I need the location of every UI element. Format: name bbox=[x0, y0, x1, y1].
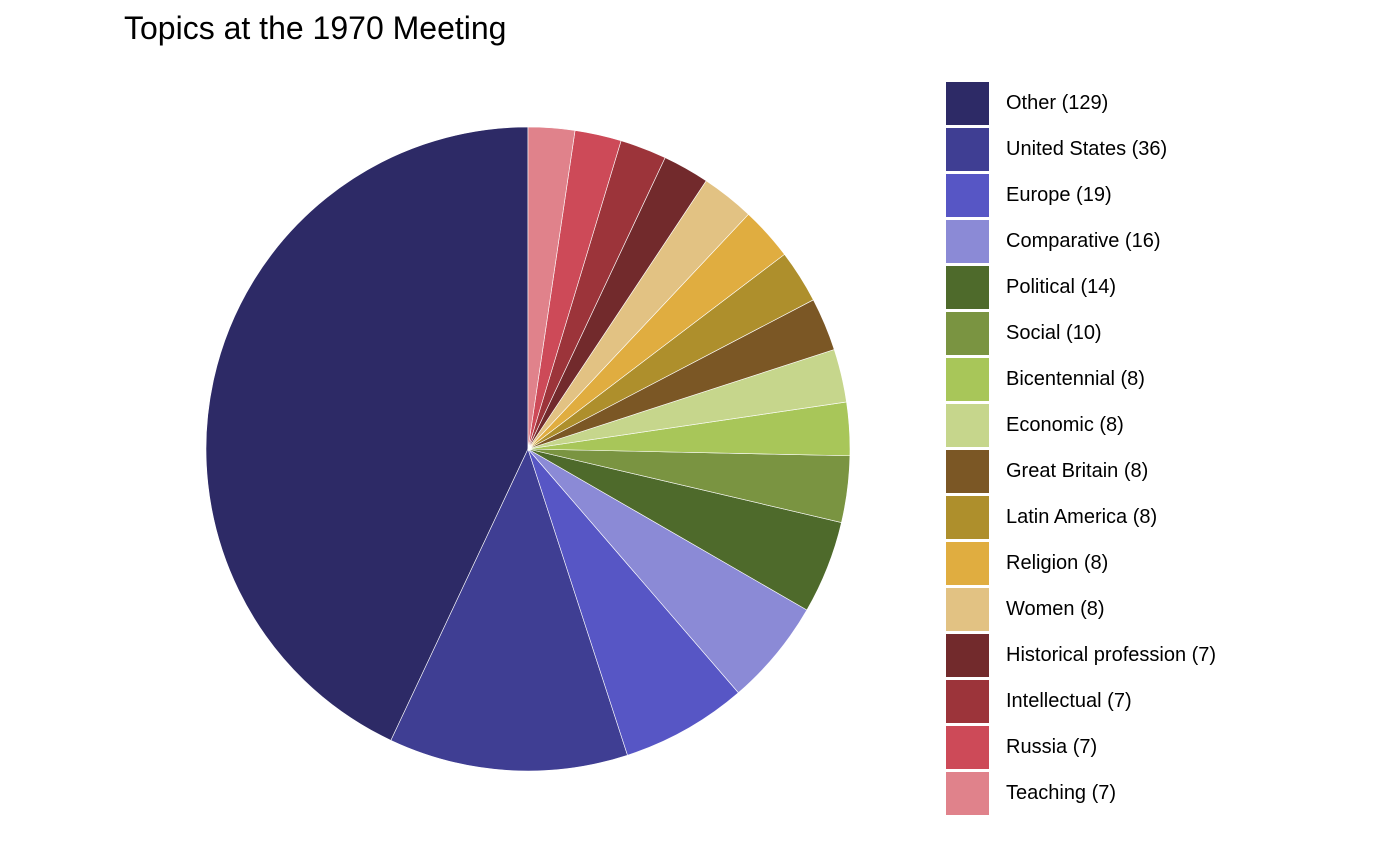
legend-swatch bbox=[946, 220, 989, 263]
pie-slice bbox=[527, 126, 576, 450]
legend-label: Teaching (7) bbox=[1006, 782, 1117, 804]
legend-item: Women (8) bbox=[946, 587, 1346, 633]
legend-swatch bbox=[946, 358, 989, 401]
legend-swatch bbox=[946, 726, 989, 769]
legend-swatch bbox=[946, 680, 989, 723]
legend-item: Religion (8) bbox=[946, 541, 1346, 587]
legend-item: Bicentennial (8) bbox=[946, 357, 1346, 403]
legend-swatch bbox=[946, 588, 989, 631]
legend-item: Social (10) bbox=[946, 311, 1346, 357]
pie-slice bbox=[527, 448, 739, 756]
legend-label: Political (14) bbox=[1006, 276, 1117, 298]
pie-slice bbox=[390, 448, 628, 772]
legend-item: Great Britain (8) bbox=[946, 449, 1346, 495]
legend-label: Bicentennial (8) bbox=[1006, 368, 1145, 390]
legend: Other (129) United States (36) Europe (19)… bbox=[946, 81, 1346, 817]
legend-swatch bbox=[946, 312, 989, 355]
legend-label: Great Britain (8) bbox=[1006, 460, 1149, 482]
legend-item: United States (36) bbox=[946, 127, 1346, 173]
legend-label: Economic (8) bbox=[1006, 414, 1124, 436]
legend-label: United States (36) bbox=[1006, 138, 1168, 160]
legend-item: Latin America (8) bbox=[946, 495, 1346, 541]
legend-label: Historical profession (7) bbox=[1006, 644, 1217, 666]
legend-label: Social (10) bbox=[1006, 322, 1102, 344]
legend-item: Economic (8) bbox=[946, 403, 1346, 449]
legend-swatch bbox=[946, 174, 989, 217]
legend-label: Other (129) bbox=[1006, 92, 1109, 114]
legend-label: Intellectual (7) bbox=[1006, 690, 1132, 712]
legend-item: Intellectual (7) bbox=[946, 679, 1346, 725]
legend-label: Latin America (8) bbox=[1006, 506, 1158, 528]
legend-swatch bbox=[946, 82, 989, 125]
legend-label: Women (8) bbox=[1006, 598, 1105, 620]
legend-item: Russia (7) bbox=[946, 725, 1346, 771]
legend-swatch bbox=[946, 634, 989, 677]
legend-item: Political (14) bbox=[946, 265, 1346, 311]
legend-swatch bbox=[946, 450, 989, 493]
legend-item: Europe (19) bbox=[946, 173, 1346, 219]
legend-swatch bbox=[946, 542, 989, 585]
legend-item: Teaching (7) bbox=[946, 771, 1346, 817]
legend-label: Comparative (16) bbox=[1006, 230, 1161, 252]
legend-label: Europe (19) bbox=[1006, 184, 1112, 206]
legend-swatch bbox=[946, 266, 989, 309]
legend-label: Russia (7) bbox=[1006, 736, 1098, 758]
pie-slice bbox=[205, 126, 529, 741]
pie-chart bbox=[205, 126, 851, 772]
legend-item: Historical profession (7) bbox=[946, 633, 1346, 679]
legend-item: Comparative (16) bbox=[946, 219, 1346, 265]
legend-swatch bbox=[946, 128, 989, 171]
legend-swatch bbox=[946, 772, 989, 815]
legend-label: Religion (8) bbox=[1006, 552, 1109, 574]
legend-swatch bbox=[946, 496, 989, 539]
legend-item: Other (129) bbox=[946, 81, 1346, 127]
legend-swatch bbox=[946, 404, 989, 447]
chart-title: Topics at the 1970 Meeting bbox=[124, 10, 507, 46]
